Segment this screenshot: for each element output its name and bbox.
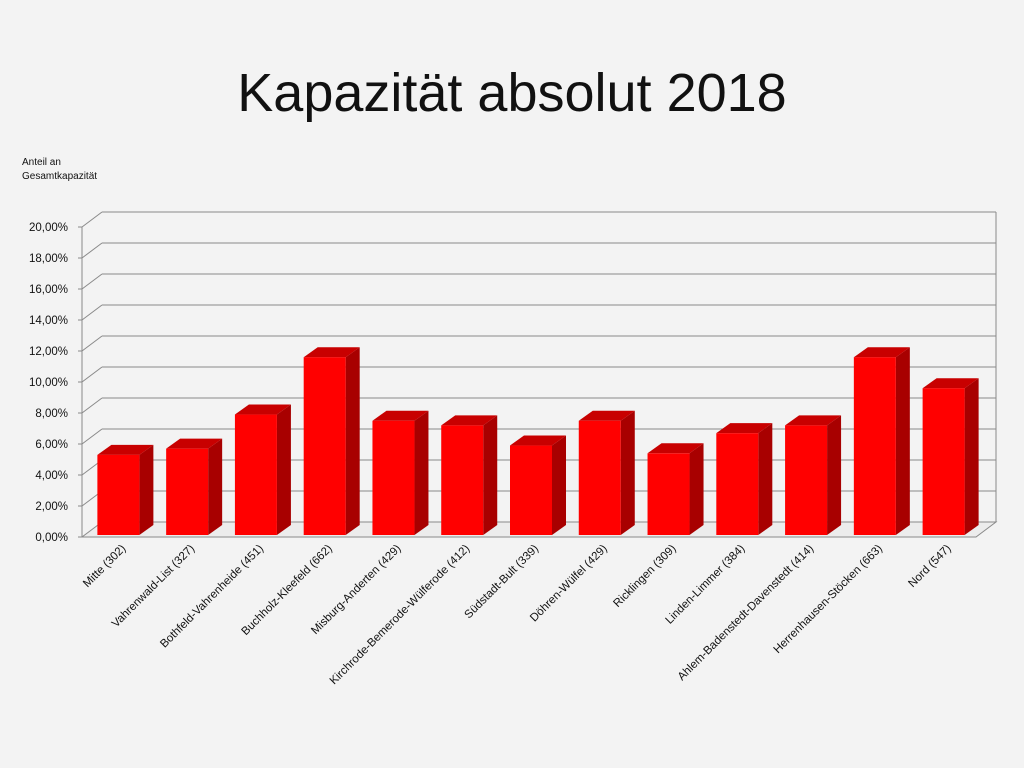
bar-side (552, 435, 566, 535)
y-tick-label: 16,00% (29, 284, 68, 296)
y-tick-label: 10,00% (29, 377, 68, 389)
bar-side (895, 347, 910, 535)
gridline-side (81, 397, 103, 414)
x-tick-label: Döhren-Wülfel (429) (528, 543, 610, 625)
bar (853, 357, 896, 535)
x-tick-label: Herrenhausen-Stöcken (663) (772, 543, 885, 656)
bar-top (922, 378, 979, 389)
bar-top (97, 444, 154, 455)
bar-top (372, 410, 429, 421)
bar (578, 420, 621, 535)
bar-top (578, 410, 635, 421)
bar (785, 425, 828, 535)
gridline-side (81, 211, 103, 228)
y-axis-label: Anteil an Gesamtkapazität (22, 156, 132, 184)
bar (647, 453, 690, 535)
x-tick-label: Kirchrode-Bemerode-Wülferode (412) (328, 543, 473, 688)
y-axis-label-line-1: Anteil an (22, 157, 61, 168)
bar-top (647, 443, 704, 454)
bar (922, 388, 965, 535)
gridline-side (81, 242, 103, 259)
bar-side (964, 378, 979, 535)
y-tick-label: 12,00% (29, 346, 68, 358)
bar (372, 420, 415, 535)
y-tick-label: 2,00% (35, 501, 68, 513)
bar-top (716, 423, 773, 434)
bar-side (414, 410, 429, 535)
bar (716, 433, 759, 535)
gridline-side (81, 428, 103, 445)
bar-side (345, 347, 360, 535)
y-tick-label: 8,00% (35, 408, 68, 420)
bar-top (853, 347, 910, 358)
bar-top (166, 438, 223, 449)
y-tick-label: 6,00% (35, 439, 68, 451)
y-tick-label: 0,00% (35, 532, 68, 544)
gridline-side (81, 366, 103, 383)
y-tick-label: 4,00% (35, 470, 68, 482)
bar-side (689, 443, 704, 535)
x-tick-label: Ricklingen (309) (611, 543, 678, 610)
bar-top (785, 415, 842, 426)
y-axis-label-line-2: Gesamtkapazität (22, 171, 98, 182)
bar-side (208, 438, 223, 535)
gridline-side (81, 335, 103, 352)
bar (303, 357, 346, 535)
bar-side (827, 415, 842, 535)
y-tick-label: 18,00% (29, 253, 68, 265)
page-title: Kapazität absolut 2018 (237, 63, 787, 123)
bar-top (303, 347, 360, 358)
bar-side (620, 410, 635, 535)
bar (441, 425, 484, 535)
bar-top (510, 435, 566, 446)
bar-side (139, 444, 154, 535)
bar-top (441, 415, 498, 426)
bar (166, 448, 209, 535)
gridline-side (81, 304, 103, 321)
bar-side (758, 423, 773, 535)
bar (97, 454, 140, 535)
x-tick-label: Ahlem-Badenstedt-Davenstedt (414) (676, 543, 817, 684)
x-tick-label: Nord (547) (906, 543, 953, 590)
y-tick-label: 14,00% (29, 315, 68, 327)
x-tick-label: Mitte (302) (81, 543, 128, 590)
x-tick-label: Südstadt-Bult (339) (463, 543, 542, 622)
bar (510, 445, 552, 535)
bar (234, 414, 277, 535)
bar-side (276, 404, 291, 535)
gridline-side (81, 273, 103, 290)
y-tick-label: 20,00% (29, 222, 68, 234)
bar-side (483, 415, 498, 535)
bar-top (234, 404, 291, 415)
x-tick-label: Linden-Limmer (384) (663, 543, 747, 627)
